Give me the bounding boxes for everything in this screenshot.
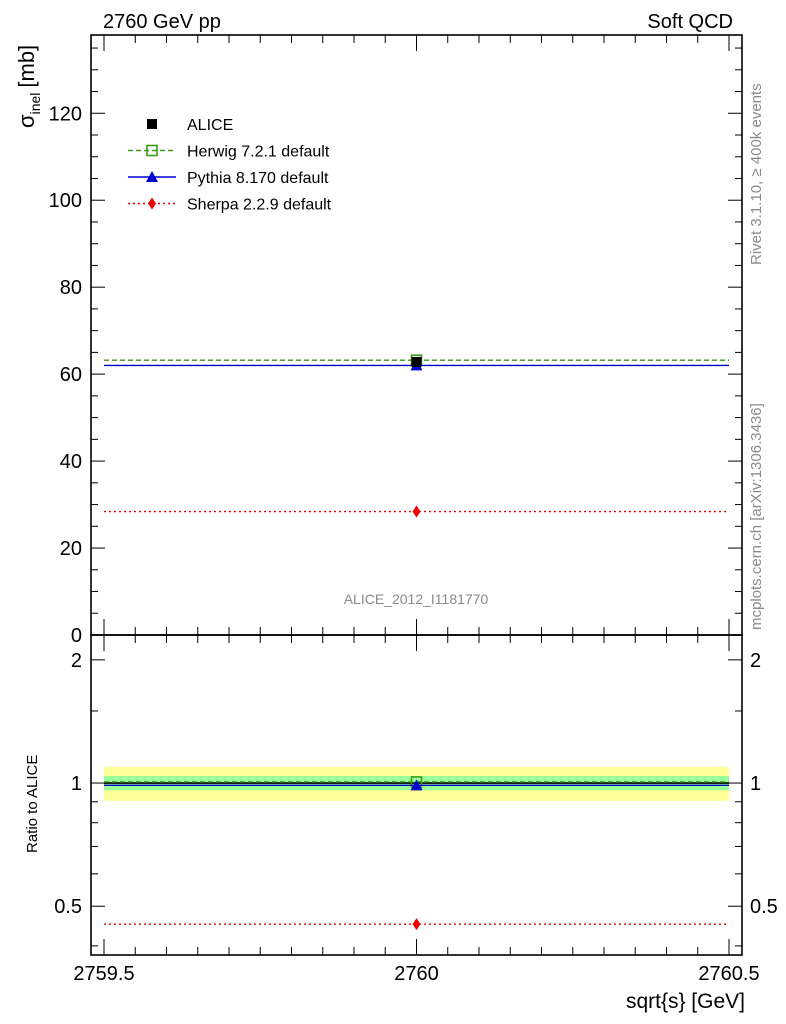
mcplots-label: mcplots.cern.ch [arXiv:1306.3436] bbox=[748, 403, 765, 630]
ratio-ytick-label-right: 1 bbox=[750, 773, 761, 795]
main-ytick-label: 120 bbox=[49, 103, 82, 125]
ylabel-symbol: σ bbox=[14, 114, 39, 128]
legend-pythia-label: Pythia 8.170 default bbox=[187, 170, 329, 187]
legend-pythia-marker bbox=[146, 171, 158, 182]
legend-alice-marker bbox=[147, 119, 157, 129]
legend-herwig-label: Herwig 7.2.1 default bbox=[187, 144, 330, 161]
ylabel-unit: [mb] bbox=[14, 45, 39, 88]
ratio-ytick-label: 1 bbox=[71, 773, 82, 795]
main-ytick-label: 40 bbox=[60, 451, 82, 473]
xtick-label: 2760 bbox=[394, 963, 439, 985]
sherpa-ratio-point bbox=[412, 918, 421, 931]
ratio-ytick-label-right: 2 bbox=[750, 650, 761, 672]
xtick-label: 2760.5 bbox=[698, 963, 759, 985]
legend-sherpa-marker bbox=[148, 197, 156, 210]
ratio-panel: 0.5 0.5 1 1 2 2 2759.5 2760 2760.5 bbox=[54, 619, 778, 985]
ratio-ytick-label: 2 bbox=[71, 650, 82, 672]
header-right: Soft QCD bbox=[647, 11, 733, 33]
ylabel-subscript: inel bbox=[27, 93, 43, 115]
legend-sherpa-label: Sherpa 2.2.9 default bbox=[187, 197, 332, 214]
main-ylabel: σinel [mb] bbox=[14, 45, 43, 128]
main-ytick-label: 60 bbox=[60, 364, 82, 386]
ratio-ytick-label: 0.5 bbox=[54, 896, 82, 918]
rivet-label: Rivet 3.1.10, ≥ 400k events bbox=[748, 83, 765, 265]
legend-alice-label: ALICE bbox=[187, 117, 233, 134]
xlabel: sqrt{s} [GeV] bbox=[626, 990, 745, 1013]
sherpa-point bbox=[412, 505, 421, 518]
ratio-ytick-label-right: 0.5 bbox=[750, 896, 778, 918]
header-left: 2760 GeV pp bbox=[103, 11, 221, 33]
ratio-ylabel: Ratio to ALICE bbox=[24, 755, 41, 853]
main-ytick-label: 80 bbox=[60, 277, 82, 299]
alice-point bbox=[411, 356, 422, 367]
main-ytick-label: 0 bbox=[71, 625, 82, 647]
main-ytick-label: 20 bbox=[60, 538, 82, 560]
legend: ALICE Herwig 7.2.1 default Pythia 8.170 de… bbox=[128, 117, 332, 214]
analysis-id: ALICE_2012_I1181770 bbox=[344, 591, 489, 607]
main-ytick-label: 100 bbox=[49, 190, 82, 212]
xtick-label: 2759.5 bbox=[73, 963, 134, 985]
pythia-ratio-point bbox=[410, 779, 423, 791]
legend-herwig-marker bbox=[146, 144, 158, 157]
